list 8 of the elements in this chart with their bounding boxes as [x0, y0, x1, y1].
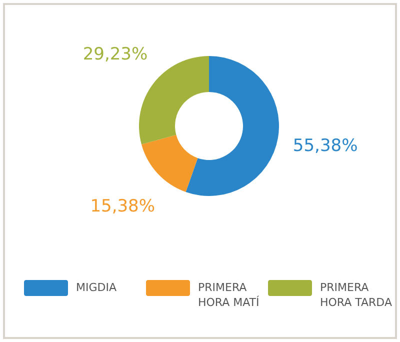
legend-label: PRIMERA HORA TARDA	[320, 281, 392, 309]
donut-slice	[186, 56, 279, 196]
data-label: 55,38%	[292, 136, 358, 156]
data-label: 29,23%	[82, 44, 148, 64]
donut-slice	[141, 134, 198, 192]
data-label: 15,38%	[90, 196, 156, 216]
legend-label: MIGDIA	[76, 281, 117, 294]
legend-label: PRIMERA HORA MATÍ	[198, 281, 260, 309]
